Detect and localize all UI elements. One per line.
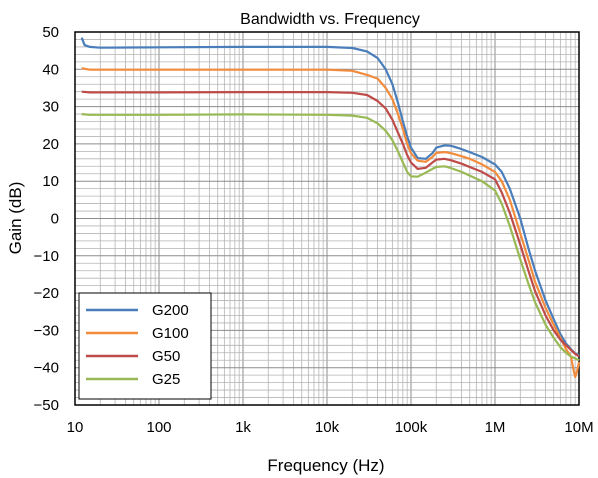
legend: G200 G100 G50 G25 — [78, 292, 212, 400]
chart-title: Bandwidth vs. Frequency — [240, 11, 420, 28]
y-tick-label: 20 — [42, 136, 59, 153]
x-tick-label: 1k — [235, 419, 251, 436]
series-line-g200 — [80, 37, 580, 357]
legend-label-g100: G100 — [152, 325, 189, 342]
x-tick-label: 10M — [564, 419, 593, 436]
x-tick-label: 100 — [146, 419, 171, 436]
tick-labels: 10 100 1k 10k 100k 1M 10M50403020100−10−20−30−… — [34, 24, 594, 436]
legend-label-g25: G25 — [152, 371, 180, 388]
legend-label-g200: G200 — [152, 302, 189, 319]
x-tick-label: 1M — [485, 419, 506, 436]
series-layer — [80, 37, 581, 379]
y-tick-label: −50 — [34, 397, 59, 414]
plot-frame — [74, 31, 580, 406]
x-tick-label: 100k — [395, 419, 428, 436]
y-tick-label: −40 — [34, 360, 59, 377]
y-tick-label: −20 — [34, 285, 59, 302]
y-tick-label: 0 — [51, 211, 59, 228]
y-tick-label: −10 — [34, 248, 59, 265]
x-tick-label: 10 — [67, 419, 84, 436]
x-axis-title: Frequency (Hz) — [267, 456, 384, 475]
y-tick-label: 50 — [42, 24, 59, 41]
y-tick-label: 10 — [42, 173, 59, 190]
legend-label-g50: G50 — [152, 348, 180, 365]
y-tick-label: −30 — [34, 322, 59, 339]
series-line-g25 — [81, 113, 580, 362]
y-axis-title: Gain (dB) — [6, 182, 25, 255]
series-line-g100 — [81, 67, 581, 379]
series-line-g50 — [81, 90, 580, 358]
y-tick-label: 30 — [42, 99, 59, 116]
x-tick-label: 10k — [315, 419, 340, 436]
y-tick-label: 40 — [42, 61, 59, 78]
